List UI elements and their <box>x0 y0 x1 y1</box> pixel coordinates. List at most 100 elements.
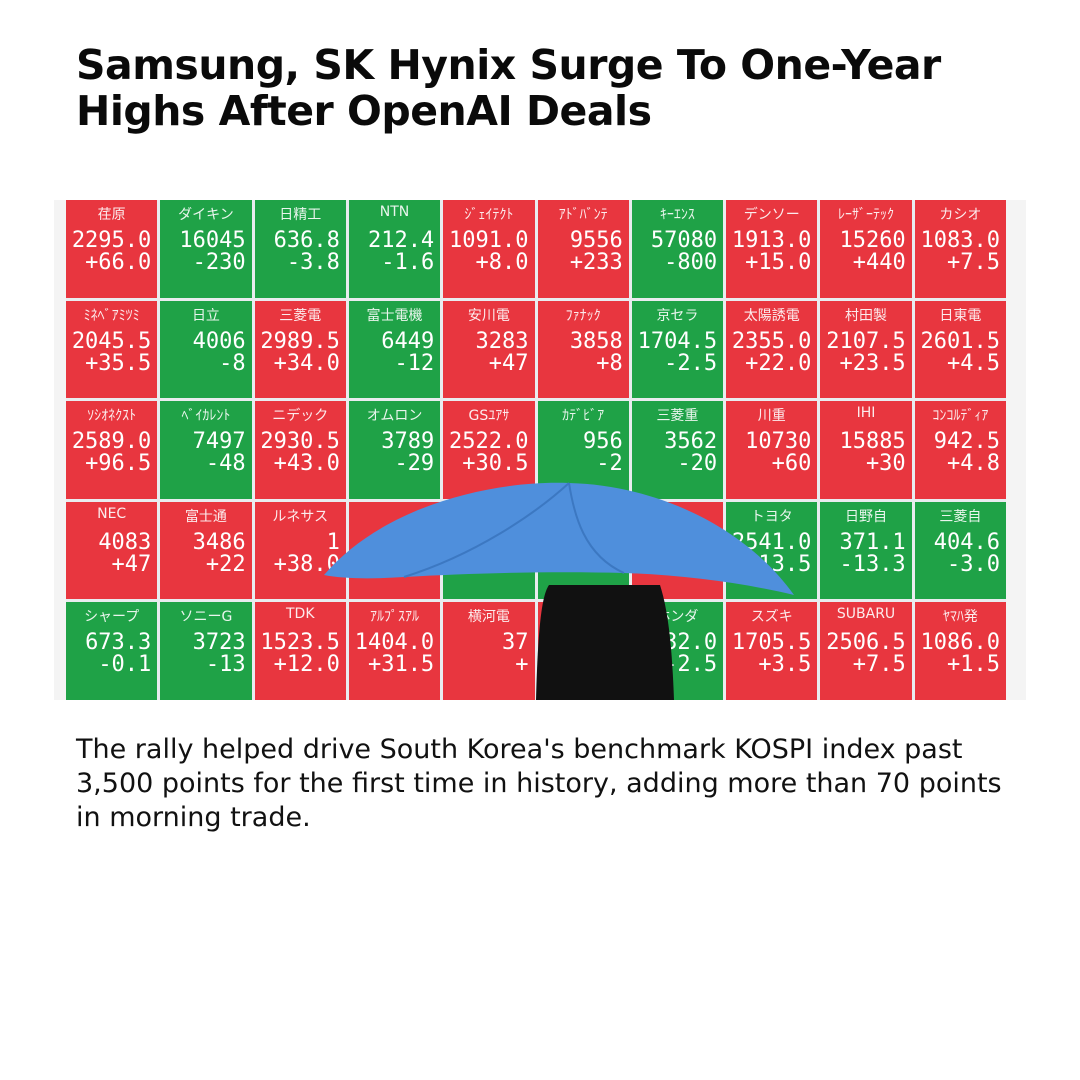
stock-tile: ﾐﾈﾍﾞｱﾐﾂﾐ 2045.5 +35.5 <box>66 300 158 399</box>
stock-change: +47 <box>111 551 152 577</box>
stock-name: ﾌｧﾅｯｸ <box>565 307 601 324</box>
stock-change: +31.5 <box>367 652 435 678</box>
stock-change: -2.5 <box>664 350 718 376</box>
stock-tile: ルネサス 1 +38.0 <box>254 501 346 600</box>
stock-name: ｺﾝｺﾙﾃﾞｨｱ <box>932 408 989 425</box>
stock-price: 6449 <box>381 328 435 354</box>
stock-price: 57080 <box>650 228 718 253</box>
stock-price: 4083 <box>98 529 152 555</box>
stock-change: +233 <box>569 250 623 275</box>
stock-change: -0.1 <box>98 652 152 678</box>
stock-name: ﾐﾈﾍﾞｱﾐﾂﾐ <box>83 307 140 324</box>
stock-tile: 三菱電 2989.5 +34.0 <box>254 300 346 399</box>
stock-tile: ｱﾄﾞﾊﾞﾝﾃ 9556 +233 <box>537 200 629 298</box>
stock-price: 1083.0 <box>920 228 1000 253</box>
stock-change: -2 <box>596 451 623 477</box>
stock-change: -800 <box>664 250 718 275</box>
stock-name: 京セラ <box>656 307 699 324</box>
stock-price: 1523.5 <box>260 630 340 656</box>
stock-tile: 日東電 2601.5 +4.5 <box>914 300 1006 399</box>
stock-price: 1404.0 <box>354 630 435 656</box>
stock-change: +1.5 <box>947 652 1000 678</box>
stock-price: 2930.5 <box>260 429 340 455</box>
stock-change: -13 <box>205 652 246 678</box>
stock-price: 371.1 <box>839 529 906 555</box>
stock-price: 404.6 <box>933 529 1000 555</box>
stock-price: 2355.0 <box>731 328 812 354</box>
stock-tile: ｼﾞｪｲﾃｸﾄ 1091.0 +8.0 <box>443 200 535 298</box>
stock-name: ｱﾄﾞﾊﾞﾝﾃ <box>558 207 608 223</box>
stock-name: GSﾕｱｻ <box>468 408 510 425</box>
stock-name: 安川電 <box>467 307 510 324</box>
stock-tile: ｺﾝｺﾙﾃﾞｨｱ 942.5 +4.8 <box>914 401 1006 499</box>
stock-tile: 富士電機 6449 -12 <box>348 300 441 399</box>
stock-name: ﾔﾏﾊ発 <box>942 609 978 626</box>
stock-name: オムロン <box>366 408 423 425</box>
stock-price: 10730 <box>745 429 812 455</box>
stock-name: スズキ <box>750 609 793 626</box>
stock-name: 川重 <box>757 408 786 425</box>
stock-tile: デンソー 1913.0 +15.0 <box>726 200 818 298</box>
stock-tile: ﾔﾏﾊ発 1086.0 +1.5 <box>914 602 1006 700</box>
stock-change: -12 <box>394 350 435 376</box>
stock-tile: 横河電 37 + <box>443 602 535 700</box>
stock-change: +66.0 <box>85 250 152 275</box>
stock-price: 2045.5 <box>71 328 152 354</box>
stock-name: 三菱重 <box>656 408 699 425</box>
stock-tile: IHI 15885 +30 <box>820 401 912 499</box>
stock-change: +440 <box>852 250 906 275</box>
stock-tile: ｶﾃﾞﾋﾞｱ 956 -2 <box>537 401 629 499</box>
stock-price: 1704.5 <box>637 328 718 354</box>
stock-name: 横河電 <box>467 609 510 626</box>
stock-price: 673.3 <box>85 630 152 656</box>
stock-tile: スズキ 1705.5 +3.5 <box>726 602 818 700</box>
stock-name: TDK <box>285 606 315 623</box>
stock-name: ソニーG <box>179 609 233 626</box>
stock-price: 956 <box>583 429 623 455</box>
stock-change: -8 <box>219 350 246 376</box>
stock-price: 2107.5 <box>826 328 906 354</box>
stock-change: + <box>515 652 529 678</box>
stock-price: 1913.0 <box>731 228 812 253</box>
stock-name: IHI <box>856 405 876 422</box>
stock-tile: 日精工 636.8 -3.8 <box>254 200 346 298</box>
stock-name: ﾍﾞｲｶﾚﾝﾄ <box>181 408 231 425</box>
stock-tile: 三菱重 3562 -20 <box>631 401 724 499</box>
stock-price: 2522.0 <box>449 429 529 455</box>
stock-name: カシオ <box>939 207 982 223</box>
stock-tile: 三菱自 404.6 -3.0 <box>914 501 1006 600</box>
stock-change: +38.0 <box>273 551 340 577</box>
article-summary: The rally helped drive South Korea's ben… <box>76 734 1002 833</box>
stock-tile: 川重 10730 +60 <box>726 401 818 499</box>
stock-change: -1.6 <box>381 250 435 275</box>
stock-name: SUBARU <box>836 606 896 623</box>
stock-tile: ソニーG 3723 -13 <box>160 602 252 700</box>
stock-name: 村田製 <box>845 307 888 324</box>
stock-name: 荏原 <box>97 207 126 223</box>
stock-tile: 荏原 2295.0 +66.0 <box>66 200 158 298</box>
umbrella-person-silhouette <box>324 482 794 700</box>
stock-name: ﾚｰｻﾞｰﾃｯｸ <box>838 207 895 223</box>
stock-name: 富士通 <box>184 508 227 525</box>
stock-change: +7.5 <box>947 250 1000 275</box>
stock-price: 2541.0 <box>731 529 812 555</box>
stock-name: NEC <box>97 505 127 522</box>
stock-change: -230 <box>192 250 246 275</box>
stock-change: -3.8 <box>286 250 340 275</box>
stock-change: -13.3 <box>839 551 906 577</box>
stock-name: シャープ <box>84 609 140 626</box>
stock-price: 16045 <box>179 228 246 253</box>
stock-name: ｼﾞｪｲﾃｸﾄ <box>464 207 514 223</box>
stock-tile: 京セラ 1704.5 -2.5 <box>631 300 724 399</box>
stock-price: 3486 <box>192 529 246 555</box>
stock-price: 3283 <box>475 328 529 354</box>
person-silhouette <box>536 585 674 700</box>
stock-tile: 太陽誘電 2355.0 +22.0 <box>726 300 818 399</box>
stock-tile: 安川電 3283 +47 <box>443 300 535 399</box>
stock-price: 37 <box>502 630 529 656</box>
stock-price: 7497 <box>192 429 246 455</box>
stock-board-photo: 荏原 2295.0 +66.0 ダイキン 16045 -230 日精工 636.8 -3.8 NT… <box>54 200 1026 700</box>
stock-price: 9556 <box>569 228 623 253</box>
stock-change: +43.0 <box>273 451 340 477</box>
article-headline: Samsung, SK Hynix Surge To One-Year High… <box>76 41 941 135</box>
